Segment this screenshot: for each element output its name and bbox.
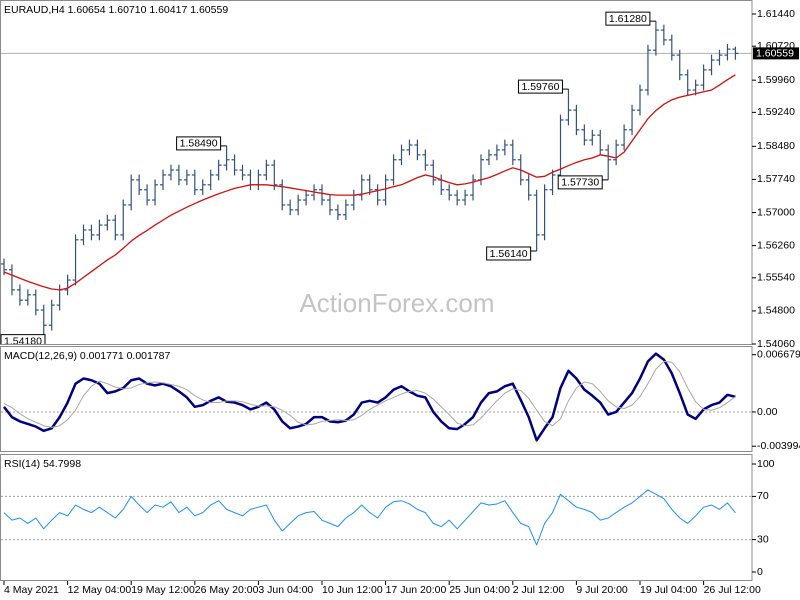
y-tick-label: 1.59240 xyxy=(757,106,795,118)
y-tick-label: 1.55540 xyxy=(757,272,795,284)
annotation-box xyxy=(0,334,46,344)
x-tick-label: 19 Jul 04:00 xyxy=(640,584,697,596)
x-tick-label: 4 May 2021 xyxy=(4,584,59,596)
annotation-label: 1.56140 xyxy=(490,248,528,260)
y-tick-label: 1.56260 xyxy=(757,239,795,251)
annotation-box xyxy=(486,246,532,261)
moving-average xyxy=(3,74,736,291)
watermark: ActionForex.com xyxy=(299,288,494,318)
y-tick-label: 1.59960 xyxy=(757,74,795,86)
x-tick-label: 12 May 04:00 xyxy=(68,584,132,596)
annotation-label: 1.59760 xyxy=(521,81,559,93)
y-tick-label: 1.58480 xyxy=(757,140,795,152)
y-tick-label: 100 xyxy=(757,458,775,470)
panel xyxy=(1,352,752,442)
x-tick-label: 2 Jul 12:00 xyxy=(513,584,565,596)
panel: ActionForex.com 1.54180 1.58490 1.56140 1.59… xyxy=(0,11,752,347)
x-tick-label: 26 May 20:00 xyxy=(195,584,259,596)
indicator-line xyxy=(3,352,736,442)
x-tick-label: 25 Jun 04:00 xyxy=(449,584,510,596)
y-tick-label: 1.54060 xyxy=(757,338,795,350)
y-tick-label: 0 xyxy=(757,566,763,578)
y-tick-label: 0.006679 xyxy=(757,348,800,360)
y-tick-label: -0.003994 xyxy=(757,440,800,452)
x-tick-label: 17 Jun 20:00 xyxy=(386,584,447,596)
annotation-label: 1.61280 xyxy=(609,13,647,25)
y-tick-label: 70 xyxy=(757,490,769,502)
current-price-label: 1.60559 xyxy=(756,48,794,60)
y-tick-label: 1.57740 xyxy=(757,173,795,185)
x-tick-label: 26 Jul 12:00 xyxy=(704,584,761,596)
annotation-box xyxy=(557,175,603,190)
annotation-box xyxy=(176,136,222,151)
x-tick-label: 3 Jun 04:00 xyxy=(258,584,313,596)
panel-frame xyxy=(0,0,753,345)
panel xyxy=(1,489,752,546)
y-tick-label: 1.57000 xyxy=(757,206,795,218)
indicator-line xyxy=(3,360,736,428)
x-tick-label: 19 May 12:00 xyxy=(131,584,195,596)
y-tick-label: 30 xyxy=(757,533,769,545)
annotation-box xyxy=(605,11,651,26)
x-tick-label: 10 Jun 12:00 xyxy=(322,584,383,596)
y-tick-label: 1.61440 xyxy=(757,8,795,20)
indicator-line xyxy=(3,489,736,546)
annotation-box xyxy=(517,79,563,94)
panel-title: EURAUD,H4 1.60654 1.60710 1.60417 1.6055… xyxy=(4,4,228,16)
y-tick-label: 0.00 xyxy=(757,406,778,418)
panel-title: RSI(14) 54.7998 xyxy=(4,458,81,470)
y-tick-label: 1.54800 xyxy=(757,305,795,317)
panel-title: MACD(12,26,9) 0.001771 0.001787 xyxy=(4,350,171,362)
x-tick-label: 9 Jul 20:00 xyxy=(576,584,628,596)
annotation-label: 1.54180 xyxy=(4,335,42,347)
panel-frame xyxy=(0,346,753,452)
annotation-label: 1.58490 xyxy=(180,138,218,150)
current-price-box xyxy=(753,47,799,60)
annotation-label: 1.57730 xyxy=(561,177,599,189)
